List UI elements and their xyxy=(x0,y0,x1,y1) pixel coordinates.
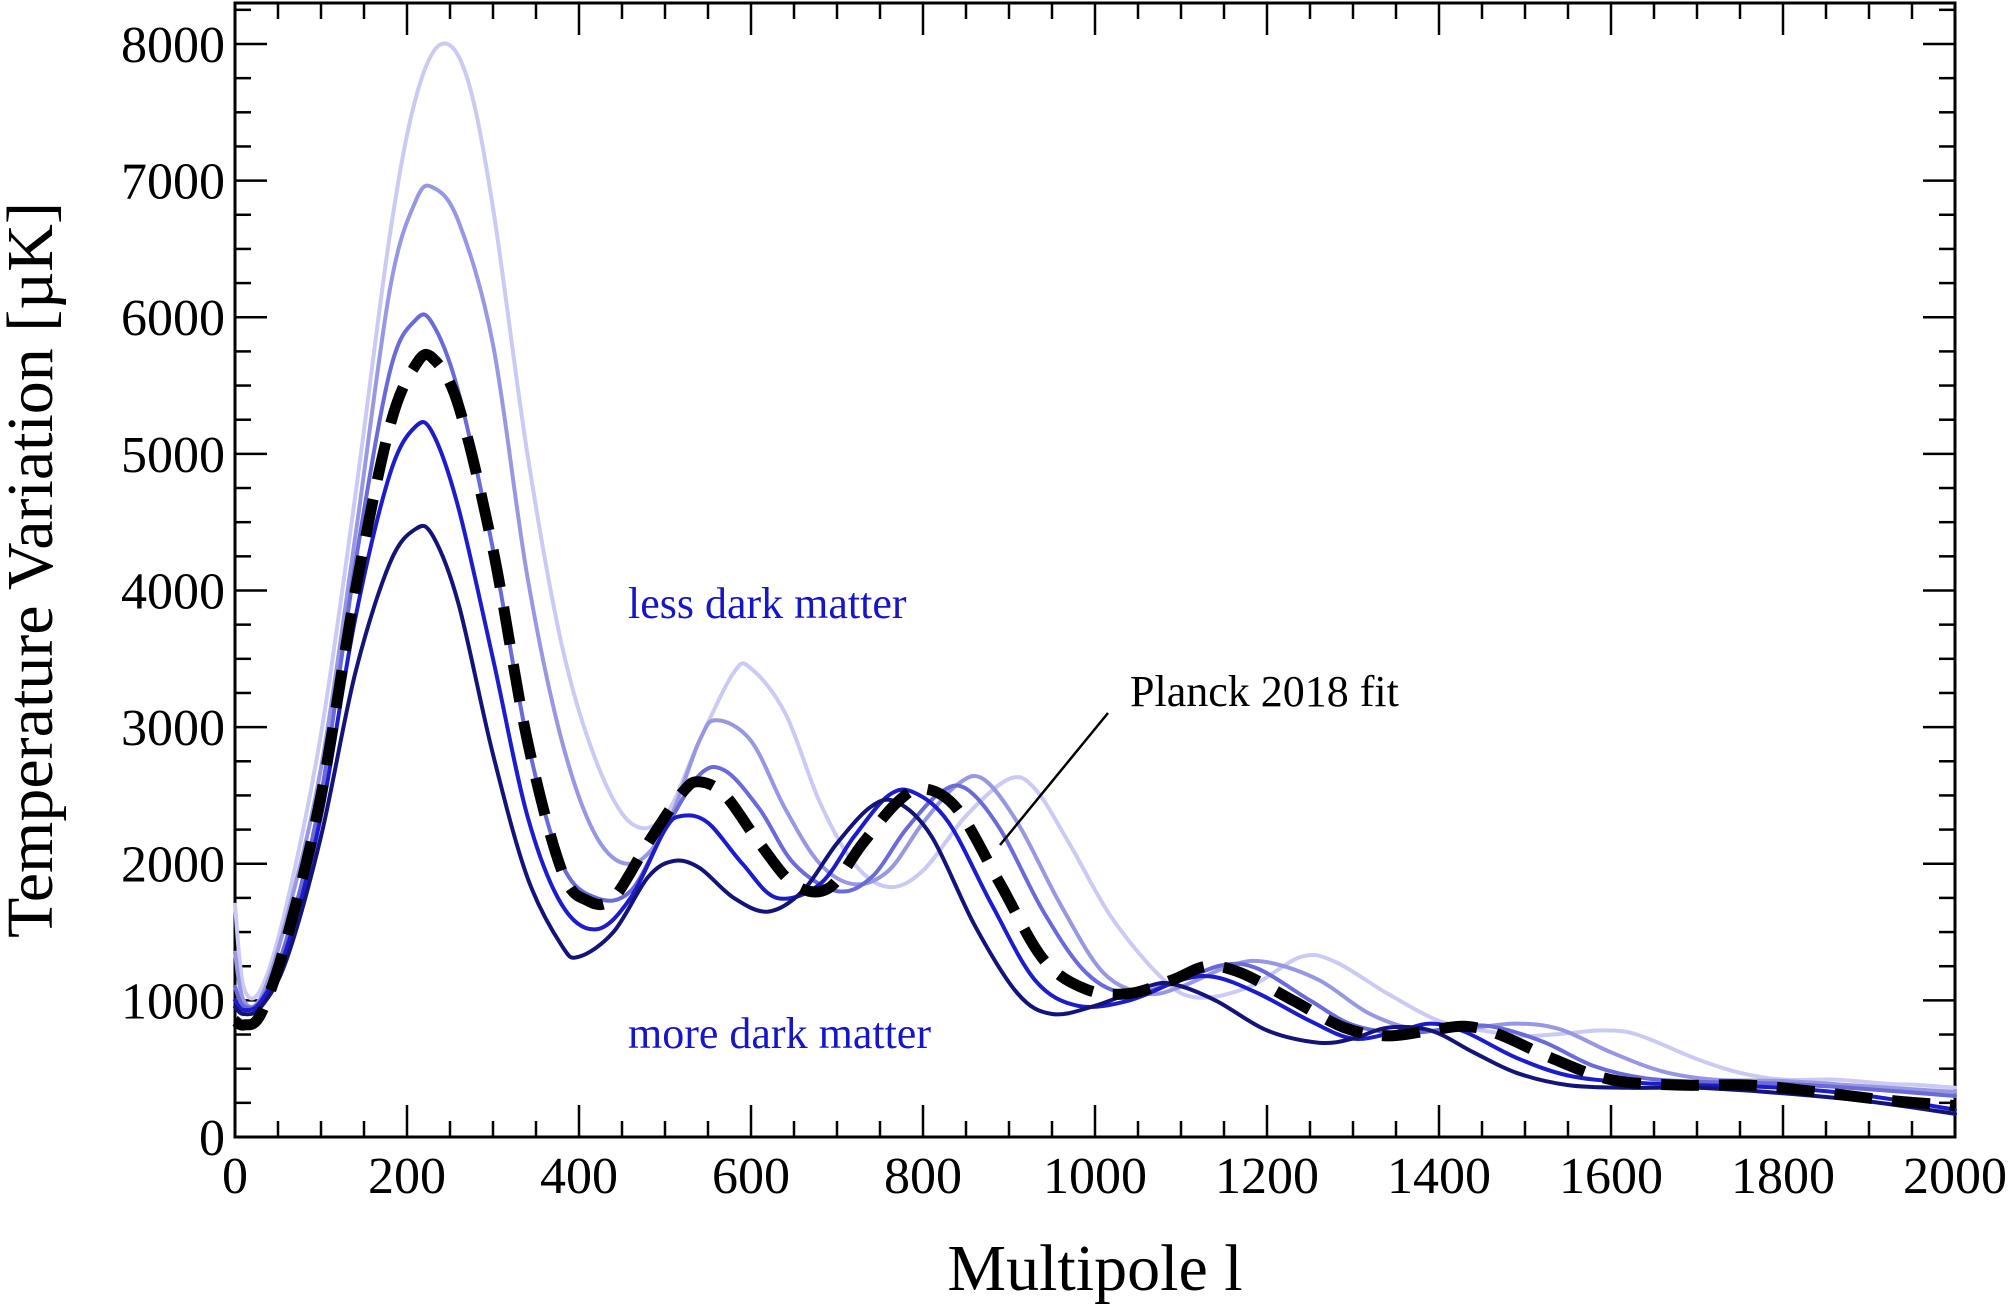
model-curve-3 xyxy=(233,312,1957,1098)
y-tick-label: 2000 xyxy=(121,837,225,894)
annotation-planck-pointer xyxy=(999,712,1109,846)
model-curve-2 xyxy=(233,183,1957,1094)
y-tick-label: 5000 xyxy=(121,427,225,484)
model-curve-5 xyxy=(233,523,1957,1116)
y-tick-label: 8000 xyxy=(121,17,225,74)
annotation-more-dark-matter: more dark matter xyxy=(628,1009,931,1058)
x-tick-label: 1600 xyxy=(1559,1148,1663,1205)
y-tick-label: 1000 xyxy=(121,973,225,1030)
x-axis-title: Multipole l xyxy=(947,1232,1242,1305)
x-tick-label: 1200 xyxy=(1215,1148,1319,1205)
x-tick-label: 2000 xyxy=(1903,1148,2007,1205)
x-tick-label: 800 xyxy=(884,1148,962,1205)
axis-ticks xyxy=(233,3,1957,1139)
x-tick-label: 400 xyxy=(540,1148,618,1205)
tick-labels: 0 200 400 600 800 1000 1200 1400 1600 1800 2000 0 10… xyxy=(121,17,2007,1205)
x-tick-label: 600 xyxy=(712,1148,790,1205)
annotation-less-dark-matter: less dark matter xyxy=(628,579,907,628)
x-tick-label: 1000 xyxy=(1043,1148,1147,1205)
series-layer xyxy=(231,41,1957,1116)
x-tick-label: 1800 xyxy=(1731,1148,1835,1205)
y-tick-label: 0 xyxy=(199,1110,225,1167)
planck-fit-line xyxy=(231,349,1956,1112)
y-tick-label: 7000 xyxy=(121,154,225,211)
y-tick-label: 6000 xyxy=(121,290,225,347)
y-tick-label: 4000 xyxy=(121,563,225,620)
x-tick-label: 0 xyxy=(222,1148,248,1205)
y-axis-title: Temperature Variation [µK] xyxy=(0,202,67,938)
annotation-planck-fit: Planck 2018 fit xyxy=(1130,667,1399,716)
x-tick-label: 1400 xyxy=(1387,1148,1491,1205)
y-tick-label: 3000 xyxy=(121,700,225,757)
x-tick-label: 200 xyxy=(368,1148,446,1205)
